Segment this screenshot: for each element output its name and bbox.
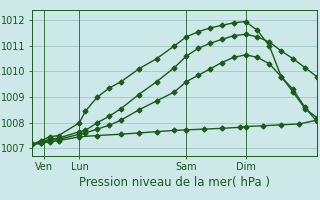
X-axis label: Pression niveau de la mer( hPa ): Pression niveau de la mer( hPa )	[79, 176, 270, 189]
